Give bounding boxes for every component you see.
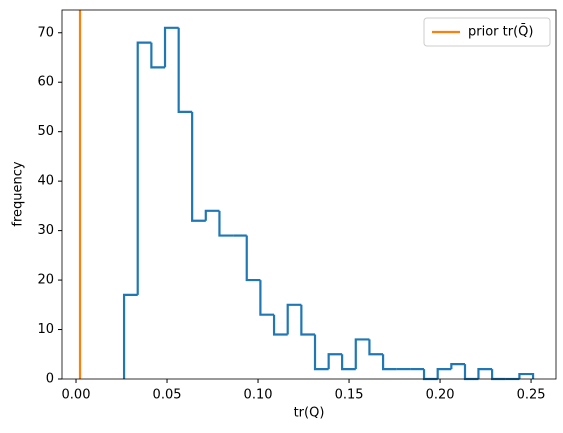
y-tick-label: 70	[37, 25, 54, 40]
histogram-bin	[477, 368, 493, 379]
histogram-bin	[218, 210, 234, 237]
x-tick-label: 0.20	[426, 388, 455, 403]
histogram-bin	[381, 354, 397, 371]
histogram-bin	[422, 369, 438, 381]
x-axis-label: tr(Q)	[294, 406, 325, 421]
histogram-bin	[463, 364, 479, 381]
y-tick-label: 0	[46, 372, 54, 387]
histogram-bin	[450, 363, 465, 370]
histogram-bin	[436, 368, 452, 379]
y-tick-label: 60	[37, 75, 54, 90]
histogram-bin	[354, 338, 370, 370]
y-tick-label: 50	[37, 124, 54, 139]
y-tick-label: 30	[37, 223, 54, 238]
x-tick-label: 0.15	[335, 388, 364, 403]
histogram-bin	[286, 303, 302, 335]
histogram-bin	[177, 27, 193, 113]
histogram-bin	[300, 304, 316, 336]
histogram-bin	[204, 209, 220, 221]
histogram-bin	[150, 42, 166, 69]
histogram-bin	[163, 26, 179, 68]
histogram-bin	[518, 372, 535, 379]
y-tick-label: 40	[37, 174, 54, 189]
x-tick-label: 0.10	[244, 388, 273, 403]
legend-box	[423, 17, 551, 47]
y-tick-label: 10	[37, 322, 54, 337]
histogram-bin	[368, 339, 384, 356]
legend-label: prior tr(Q̄)	[468, 24, 533, 39]
plot-frame	[61, 9, 557, 380]
histogram-bin	[245, 235, 261, 282]
histogram-bin	[122, 293, 138, 379]
histogram-bin	[191, 111, 206, 222]
histogram-bin	[327, 353, 343, 370]
x-tick-label: 0.25	[517, 388, 546, 403]
histogram-bin	[491, 369, 506, 381]
x-tick-label: 0.05	[153, 388, 182, 403]
histogram-bin	[272, 314, 288, 336]
histogram-bin	[341, 354, 356, 371]
histogram-bin	[259, 280, 275, 316]
y-axis-label: frequency	[11, 161, 26, 227]
x-tick-label: 0.00	[62, 388, 91, 403]
y-tick-label: 20	[37, 273, 54, 288]
histogram-bin	[313, 334, 329, 371]
histogram-bin	[136, 41, 152, 295]
